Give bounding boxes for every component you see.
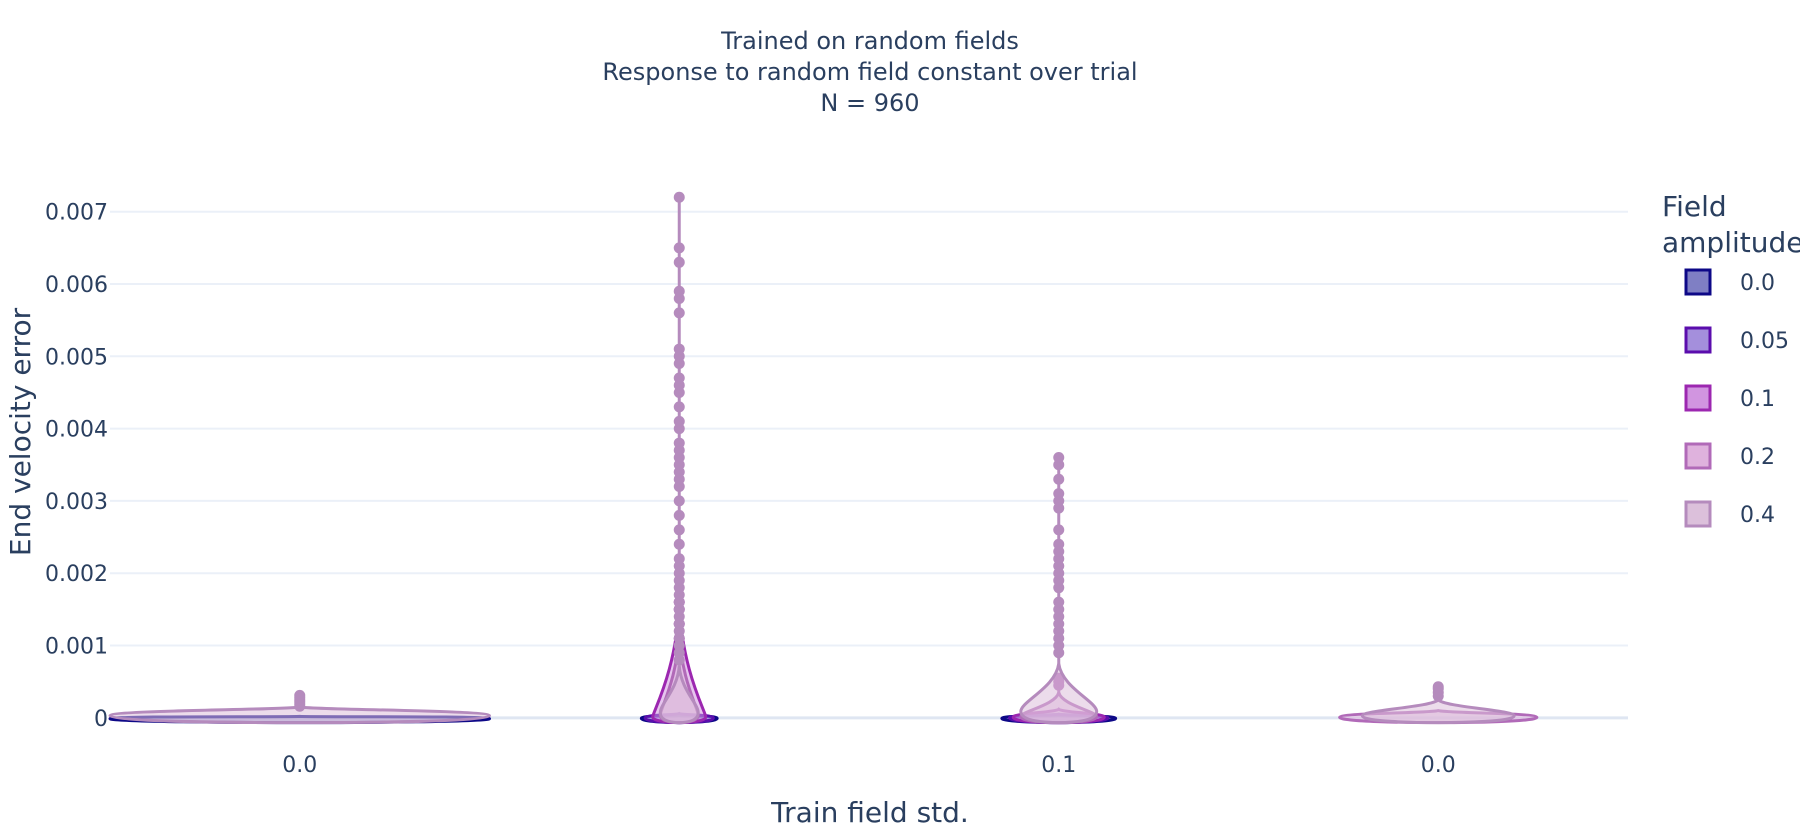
outlier-point [673, 495, 685, 507]
violin-shape [108, 705, 492, 725]
legend-swatch [1684, 500, 1712, 528]
y-tick-label: 0.003 [45, 490, 108, 515]
legend-item[interactable]: 0.4 [1684, 500, 1775, 528]
chart-title-line-2: Response to random field constant over t… [602, 58, 1137, 86]
legend-title-line-2: amplitude [1662, 226, 1800, 259]
y-axis-ticks: 0 0.001 0.002 0.003 0.004 0.005 0.006 0.007 [45, 201, 108, 732]
outlier-point [294, 689, 306, 701]
legend-item[interactable]: 0.1 [1684, 384, 1775, 412]
outlier-point [673, 372, 685, 384]
outlier-point [673, 256, 685, 268]
legend-item[interactable]: 0.2 [1684, 442, 1775, 470]
legend-swatch [1684, 384, 1712, 412]
x-tick-label: 0.0 [1421, 753, 1456, 778]
x-tick-label: 0.0 [282, 753, 317, 778]
y-tick-label: 0.002 [45, 562, 108, 587]
outlier-point [673, 285, 685, 297]
legend-swatch [1684, 326, 1712, 354]
violin-shape [1360, 697, 1516, 725]
legend-label: 0.2 [1740, 445, 1775, 470]
outlier-point [673, 343, 685, 355]
chart-title-line-1: Trained on random fields [720, 27, 1019, 55]
legend-swatch [1684, 442, 1712, 470]
outlier-point [1053, 488, 1065, 500]
legend: Field amplitude 0.0 0.05 0.1 0.2 0.4 [1662, 190, 1800, 528]
outlier-point [1053, 452, 1065, 464]
y-tick-label: 0 [94, 707, 108, 732]
y-gridlines [110, 210, 1628, 720]
x-axis-ticks: 0.0 0.1 0.0 [282, 753, 1456, 778]
y-tick-label: 0.001 [45, 635, 108, 660]
legend-item[interactable]: 0.05 [1684, 326, 1789, 354]
y-tick-label: 0.006 [45, 273, 108, 298]
legend-swatch [1684, 268, 1712, 296]
outlier-point [673, 307, 685, 319]
violin-shape [658, 665, 700, 725]
outlier-point [673, 191, 685, 203]
outlier-point [673, 415, 685, 427]
legend-label: 0.05 [1740, 329, 1789, 354]
chart-title-line-3: N = 960 [820, 89, 919, 117]
outlier-point [673, 509, 685, 521]
outlier-point [1053, 538, 1065, 550]
outlier-point [673, 437, 685, 449]
outlier-point [673, 553, 685, 565]
legend-item[interactable]: 0.0 [1684, 268, 1775, 296]
legend-label: 0.0 [1740, 271, 1775, 296]
outlier-point [1053, 524, 1065, 536]
outlier-point [673, 524, 685, 536]
legend-title-line-1: Field [1662, 190, 1727, 223]
outlier-point [673, 538, 685, 550]
outlier-point [1053, 596, 1065, 608]
y-tick-label: 0.005 [45, 345, 108, 370]
x-axis-title: Train field std. [770, 796, 969, 829]
legend-label: 0.4 [1740, 503, 1775, 528]
outlier-point [673, 401, 685, 413]
chart-title: Trained on random fields Response to ran… [602, 27, 1137, 117]
y-tick-label: 0.004 [45, 418, 108, 443]
outlier-point [673, 242, 685, 254]
x-tick-label: 0.1 [1041, 753, 1076, 778]
y-tick-label: 0.007 [45, 201, 108, 226]
outlier-point [1053, 473, 1065, 485]
outlier-point [1432, 681, 1444, 693]
violin-shape [1019, 663, 1099, 725]
violin-traces [108, 191, 1539, 725]
y-axis-title: End velocity error [4, 307, 37, 556]
legend-label: 0.1 [1740, 387, 1775, 412]
